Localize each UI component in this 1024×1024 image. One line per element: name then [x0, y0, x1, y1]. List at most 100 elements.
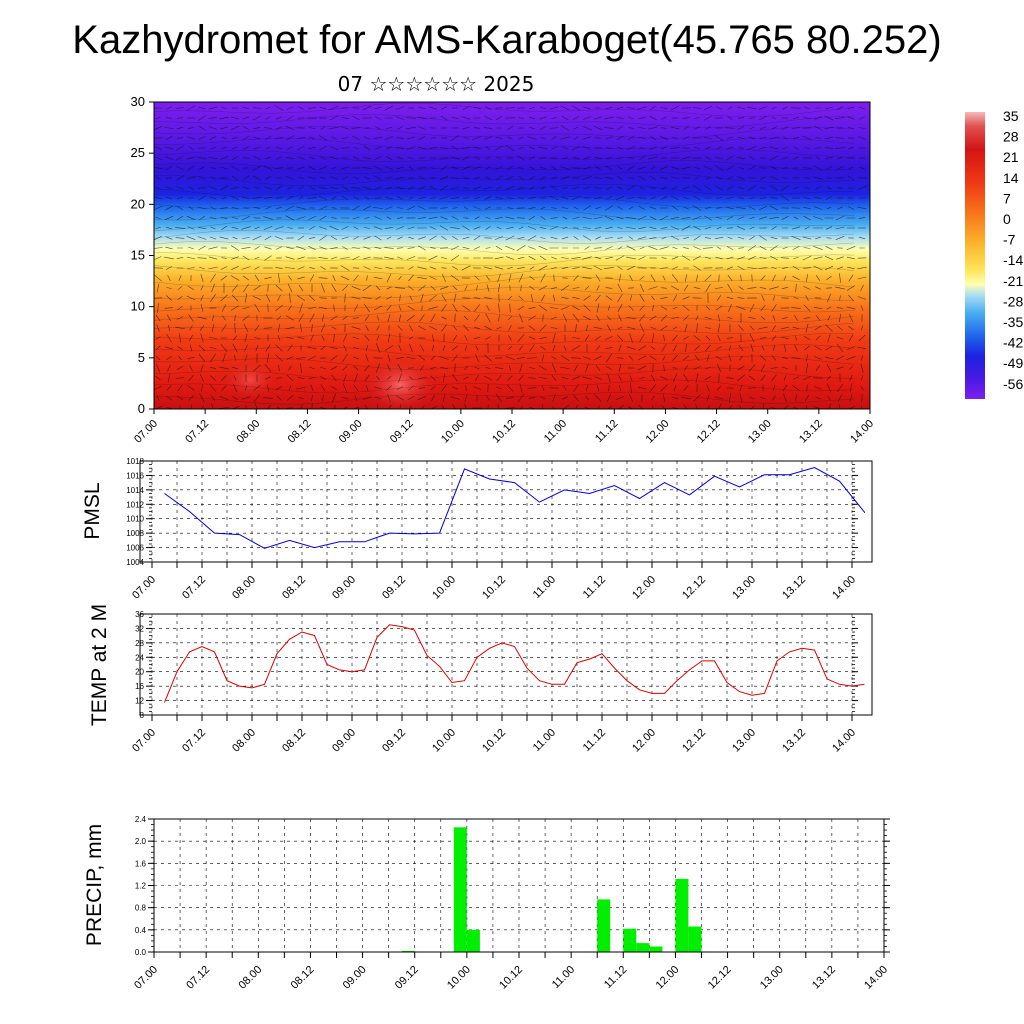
ytick-label: 1014 [126, 486, 144, 495]
cs-xtick-label: 11.00 [542, 418, 569, 445]
ytick-label: 28 [135, 639, 144, 648]
precip-panel: 0.0 0.4 0.8 1.2 1.6 2.0 2.4 07.00 07.12 08.00 08.1… [83, 815, 890, 992]
ytick-label: 12 [135, 697, 144, 706]
xtick-label: 12.12 [706, 964, 734, 992]
ytick-label: 0.4 [135, 926, 147, 935]
ytick-label: 1.2 [135, 882, 147, 891]
precip-bar [675, 878, 689, 952]
precip-bar [688, 926, 702, 952]
ytick-label: 1016 [126, 471, 144, 480]
ytick-label: 1012 [126, 500, 144, 509]
temp-panel: 8 12 16 20 24 28 32 36 07.00 07.12 08.00 08.12 09.00… [88, 604, 873, 755]
ytick-label: 2.4 [135, 815, 147, 824]
xtick-label: 08.12 [280, 727, 308, 755]
xtick-label: 08.00 [230, 727, 258, 755]
xtick-label: 09.12 [380, 727, 408, 755]
xtick-label: 07.00 [132, 964, 160, 992]
precip-ylabel: PRECIP, mm [83, 824, 106, 946]
temp-grid [151, 613, 853, 716]
xtick-label: 13.12 [780, 574, 808, 602]
cs-xtick-label: 08.12 [286, 418, 314, 446]
temp-frame [139, 613, 873, 716]
xtick-label: 08.00 [230, 574, 258, 602]
temp-axes: 8 12 16 20 24 28 32 36 07.00 07.12 08.00 08.12 09.00… [130, 610, 858, 755]
ytick-label: 1018 [126, 457, 144, 466]
ytick-label: 1006 [126, 544, 144, 553]
precip-bar [636, 943, 650, 952]
cs-xtick-label: 09.12 [388, 418, 416, 446]
pmsl-frame [139, 460, 873, 563]
colorbar-label: -14 [1003, 252, 1023, 268]
xtick-label: 09.12 [380, 574, 408, 602]
cross-section-y-axis: 0 5 10 15 20 25 30 [131, 94, 154, 416]
xtick-label: 09.12 [393, 964, 421, 992]
xtick-label: 07.12 [180, 574, 208, 602]
colorbar-label: -21 [1003, 273, 1023, 289]
cs-ytick-label: 0 [138, 401, 145, 416]
xtick-label: 12.00 [630, 574, 658, 602]
xtick-label: 10.12 [480, 727, 508, 755]
pmsl-grid [151, 460, 853, 563]
precip-axes: 0.0 0.4 0.8 1.2 1.6 2.0 2.4 07.00 07.12 08.00 08.1… [132, 815, 890, 992]
cs-xtick-label: 09.00 [337, 418, 365, 446]
cs-xtick-label: 10.12 [490, 418, 518, 446]
xtick-label: 13.12 [780, 727, 808, 755]
cs-xtick-label: 14.00 [848, 418, 876, 446]
ytick-label: 0.8 [135, 904, 147, 913]
xtick-label: 10.00 [430, 574, 458, 602]
cross-section-panel: 0 5 10 15 20 25 30 07.00 07.12 08.00 08.12 09.00 09… [131, 94, 877, 446]
cross-section-x-axis: 07.00 07.12 08.00 08.12 09.00 09.12 10.00 10.12… [132, 409, 876, 446]
temp-series-line [164, 624, 865, 703]
colorbar-label: -42 [1003, 335, 1023, 351]
colorbar-label: 21 [1003, 149, 1019, 165]
ytick-label: 36 [135, 610, 144, 619]
xtick-label: 08.12 [289, 964, 317, 992]
ytick-label: 0.0 [135, 948, 147, 957]
wind-arrows [154, 105, 867, 409]
xtick-label: 11.12 [581, 574, 608, 601]
cs-ytick-label: 10 [131, 299, 145, 314]
pmsl-series-line [164, 466, 865, 549]
xtick-label: 07.12 [180, 727, 208, 755]
colorbar-label: -7 [1003, 232, 1016, 248]
xtick-label: 10.00 [430, 727, 458, 755]
xtick-label: 11.00 [550, 964, 577, 991]
colorbar-labels: 35 28 21 14 7 0 -7 -14 -21 -28 -35 -42 -49 -56 [1003, 108, 1023, 392]
ytick-label: 2.0 [135, 837, 147, 846]
xtick-label: 09.00 [330, 574, 358, 602]
colorbar-label: 14 [1003, 170, 1019, 186]
pmsl-ylabel: PMSL [81, 482, 104, 539]
colorbar-label: 35 [1003, 108, 1019, 124]
cs-xtick-label: 07.00 [132, 418, 160, 446]
cs-xtick-label: 08.00 [234, 418, 262, 446]
xtick-label: 13.00 [730, 574, 758, 602]
xtick-label: 12.12 [680, 574, 708, 602]
xtick-label: 14.00 [830, 727, 858, 755]
colorbar-label: -49 [1003, 355, 1023, 371]
xtick-label: 11.12 [581, 727, 608, 754]
xtick-label: 14.00 [862, 964, 890, 992]
xtick-label: 12.00 [654, 964, 682, 992]
pmsl-panel: 1004 1006 1008 1010 1012 1014 1016 1018 07.00 07.… [81, 457, 873, 602]
xtick-label: 12.00 [630, 727, 658, 755]
colorbar: 35 28 21 14 7 0 -7 -14 -21 -28 -35 -42 -49 -56 [965, 108, 1023, 399]
cs-xtick-label: 10.00 [439, 418, 467, 446]
wind-vector-field [154, 102, 867, 409]
precip-bar [466, 929, 480, 952]
colorbar-label: 28 [1003, 129, 1019, 145]
cs-ytick-label: 5 [138, 350, 145, 365]
cs-xtick-label: 07.12 [183, 418, 211, 446]
colorbar-gradient [965, 112, 985, 399]
xtick-label: 12.12 [680, 727, 708, 755]
ytick-label: 1008 [126, 529, 144, 538]
ytick-label: 1004 [126, 558, 144, 567]
xtick-label: 11.00 [531, 574, 558, 601]
precip-bar [453, 827, 467, 952]
cs-ytick-label: 15 [131, 248, 145, 263]
ytick-label: 20 [135, 668, 144, 677]
cs-xtick-label: 13.12 [797, 418, 825, 446]
xtick-label: 14.00 [830, 574, 858, 602]
xtick-label: 08.12 [280, 574, 308, 602]
temperature-field [154, 102, 870, 409]
